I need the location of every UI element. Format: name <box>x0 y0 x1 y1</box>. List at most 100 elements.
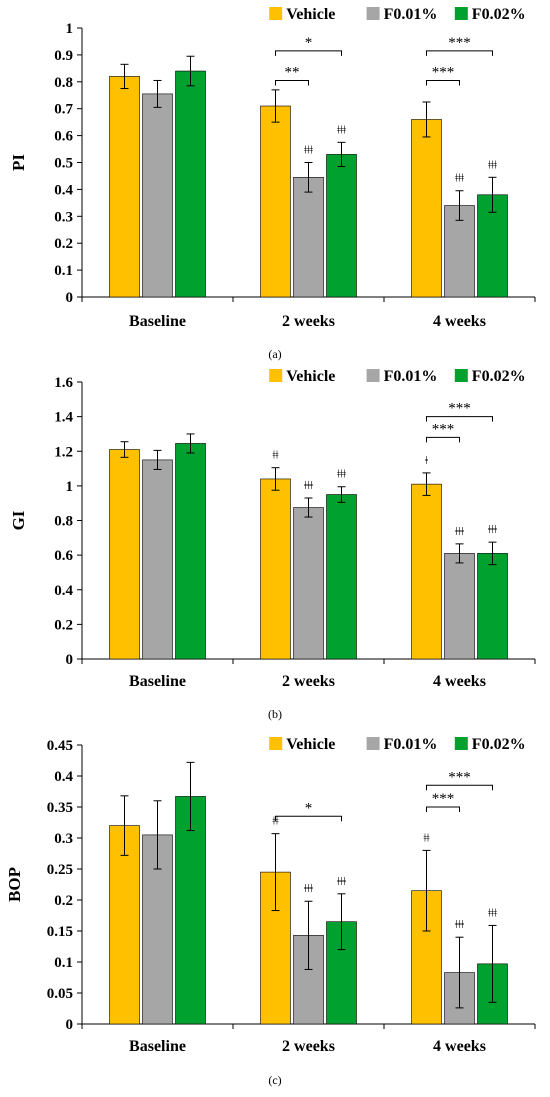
y-tick-label: 0.3 <box>54 831 73 847</box>
significance-mark: ǂǂǂ <box>455 171 464 185</box>
bracket-label: *** <box>432 421 455 437</box>
y-tick-label: 0.45 <box>47 738 73 754</box>
y-tick-label: 1.4 <box>54 410 73 426</box>
bar-f001 <box>293 507 324 660</box>
legend-label: F0.02% <box>472 368 526 385</box>
y-tick-label: 0.05 <box>47 986 73 1002</box>
significance-bracket <box>426 416 493 422</box>
y-tick-label: 0.35 <box>47 800 73 816</box>
significance-mark: ǂǂǂ <box>488 905 497 919</box>
y-tick-label: 0.7 <box>54 102 73 118</box>
bar-vehicle <box>411 119 442 298</box>
legend-swatch <box>454 369 468 382</box>
legend-label: F0.02% <box>472 6 526 23</box>
bar-vehicle <box>260 478 291 660</box>
significance-bracket <box>275 79 309 86</box>
y-tick-label: 0.4 <box>54 769 73 785</box>
bracket-label: *** <box>448 401 471 417</box>
y-tick-label: 0.4 <box>54 182 73 198</box>
bracket-label: *** <box>448 769 471 785</box>
significance-mark: ǂǂǂ <box>304 143 313 157</box>
significance-mark: ǂǂǂ <box>304 478 313 492</box>
bar-f002 <box>326 154 357 298</box>
y-tick-label: 0.6 <box>54 548 73 564</box>
significance-bracket <box>426 50 493 56</box>
panel-label: (b) <box>268 707 282 721</box>
significance-mark: ǂǂ <box>273 448 279 462</box>
legend-label: F0.01% <box>384 6 438 23</box>
bar-vehicle <box>109 825 140 1025</box>
significance-bracket <box>426 806 460 812</box>
legend-swatch <box>454 7 468 20</box>
bracket-label: *** <box>432 64 455 80</box>
legend-label: F0.01% <box>384 368 438 385</box>
legend-label: F0.01% <box>384 736 438 753</box>
significance-mark: ǂǂǂ <box>337 467 346 481</box>
bracket-label: * <box>305 800 313 816</box>
y-tick-label: 0.2 <box>54 893 73 909</box>
bar-f002 <box>477 553 508 660</box>
y-tick-label: 1 <box>66 479 74 495</box>
legend-swatch <box>366 7 380 20</box>
y-tick-label: 1.2 <box>54 444 73 460</box>
bar-f002 <box>175 70 206 298</box>
y-axis-label: GI <box>9 510 28 530</box>
legend-swatch <box>366 369 380 382</box>
significance-bracket <box>275 815 342 822</box>
bar-f002 <box>175 443 206 660</box>
bar-f001 <box>142 93 173 298</box>
y-tick-label: 0.25 <box>47 862 73 878</box>
legend-swatch <box>269 7 283 20</box>
bar-f001 <box>444 553 475 660</box>
y-tick-label: 0.1 <box>54 263 73 279</box>
significance-mark: ǂǂǂ <box>455 917 464 931</box>
significance-mark: ǂǂǂ <box>304 881 313 895</box>
significance-mark: ǂǂǂ <box>337 122 346 136</box>
y-tick-label: 0 <box>66 1017 74 1033</box>
y-tick-label: 0.8 <box>54 514 73 530</box>
y-tick-label: 0.3 <box>54 209 73 225</box>
y-tick-label: 0.1 <box>54 955 73 971</box>
x-tick-label: 2 weeks <box>282 1038 335 1055</box>
bracket-label: ** <box>285 64 300 80</box>
x-tick-label: Baseline <box>129 1038 186 1055</box>
x-tick-label: 4 weeks <box>433 313 486 330</box>
y-tick-label: 0.9 <box>54 48 73 64</box>
legend-label: Vehicle <box>286 368 335 385</box>
y-axis-label: PI <box>9 154 28 171</box>
bar-vehicle <box>411 483 442 660</box>
y-tick-label: 0.2 <box>54 236 73 252</box>
y-tick-label: 1 <box>66 21 74 37</box>
legend-swatch <box>269 369 283 382</box>
significance-mark: ǂ <box>425 453 428 467</box>
panel-label: (a) <box>268 347 281 361</box>
bracket-label: *** <box>432 791 455 807</box>
y-tick-label: 0.4 <box>54 583 73 599</box>
significance-bracket <box>426 784 493 791</box>
y-tick-label: 0 <box>66 652 74 668</box>
y-tick-label: 0.8 <box>54 75 73 91</box>
significance-mark: ǂǂǂ <box>488 157 497 171</box>
bar-f002 <box>175 796 206 1025</box>
y-tick-label: 0.5 <box>54 156 73 172</box>
x-tick-label: 4 weeks <box>433 673 486 690</box>
x-tick-label: 4 weeks <box>433 1038 486 1055</box>
x-tick-label: Baseline <box>129 673 186 690</box>
y-axis-label: BOP <box>5 867 24 902</box>
bar-vehicle <box>260 105 291 298</box>
significance-mark: ǂǂǂ <box>337 874 346 888</box>
x-tick-label: 2 weeks <box>282 673 335 690</box>
legend-label: Vehicle <box>286 736 335 753</box>
bar-vehicle <box>109 76 140 298</box>
bracket-label: *** <box>448 35 471 51</box>
legend-label: F0.02% <box>472 736 526 753</box>
bar-f001 <box>293 176 324 298</box>
y-tick-label: 0.6 <box>54 129 73 145</box>
panel-label: (c) <box>268 1073 281 1087</box>
significance-mark: ǂǂǂ <box>455 524 464 538</box>
y-tick-label: 1.6 <box>54 375 73 391</box>
legend-swatch <box>269 737 283 750</box>
significance-mark: ǂǂǂ <box>488 522 497 536</box>
y-tick-label: 0 <box>66 290 74 306</box>
